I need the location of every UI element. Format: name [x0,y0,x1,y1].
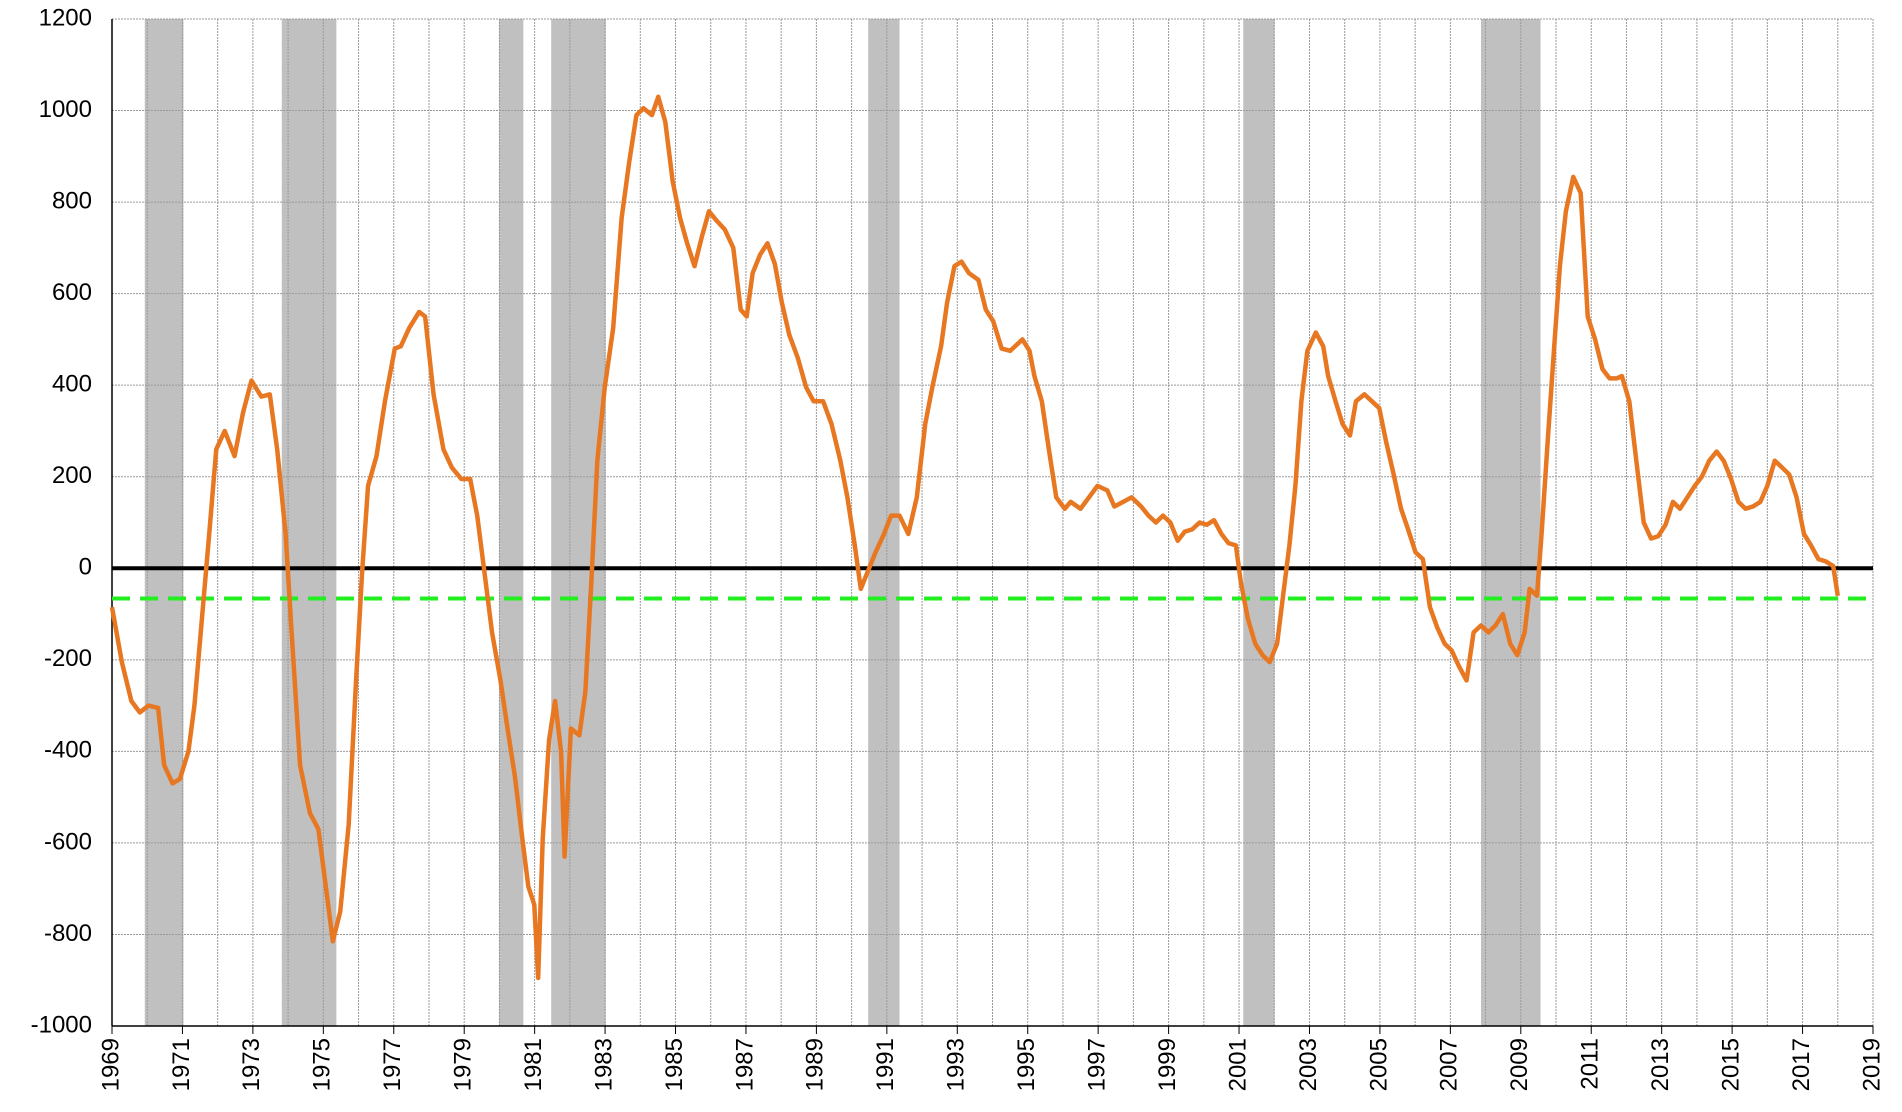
x-tick-label: 1993 [943,1038,970,1091]
y-tick-label: 0 [79,554,92,581]
x-tick-label: 2013 [1647,1038,1674,1091]
x-tick-label: 1987 [731,1038,758,1091]
y-tick-label: -200 [44,645,92,672]
x-tick-label: 2003 [1295,1038,1322,1091]
x-tick-label: 1971 [168,1038,195,1091]
x-tick-label: 1989 [802,1038,829,1091]
x-tick-label: 2009 [1506,1038,1533,1091]
x-tick-label: 1975 [309,1038,336,1091]
x-tick-label: 2011 [1577,1038,1604,1090]
x-tick-label: 2019 [1858,1038,1885,1091]
x-tick-label: 1997 [1084,1038,1111,1091]
x-tick-label: 1969 [97,1038,124,1091]
recession-band [551,19,606,1026]
recession-band [868,19,900,1026]
x-tick-label: 1981 [520,1038,547,1091]
x-tick-label: 1977 [379,1038,406,1091]
y-tick-label: 200 [52,462,92,489]
x-tick-label: 1995 [1013,1038,1040,1091]
x-tick-label: 1973 [238,1038,265,1091]
recession-band [281,19,337,1026]
x-tick-label: 2005 [1365,1038,1392,1091]
y-tick-label: -400 [44,737,92,764]
x-tick-label: 2015 [1717,1038,1744,1091]
x-tick-label: 1979 [450,1038,477,1091]
y-tick-label: -600 [44,828,92,855]
x-tick-label: 2001 [1224,1038,1251,1091]
y-tick-label: 800 [52,187,92,214]
x-tick-label: 1999 [1154,1038,1181,1091]
recession-band [1481,19,1541,1026]
y-tick-label: 1000 [39,96,92,123]
y-tick-label: 400 [52,371,92,398]
y-tick-label: 600 [52,279,92,306]
x-tick-label: 2017 [1788,1038,1815,1091]
recession-band [1243,19,1275,1026]
y-tick-label: -800 [44,920,92,947]
x-tick-label: 1983 [590,1038,617,1091]
x-tick-label: 1985 [661,1038,688,1091]
recession-band [144,19,184,1026]
x-tick-label: 1991 [872,1038,899,1091]
x-tick-label: 2007 [1436,1038,1463,1091]
y-tick-label: -1000 [31,1011,92,1038]
data-line [109,94,1841,981]
recession-band [499,19,524,1026]
y-tick-label: 1200 [39,4,92,31]
